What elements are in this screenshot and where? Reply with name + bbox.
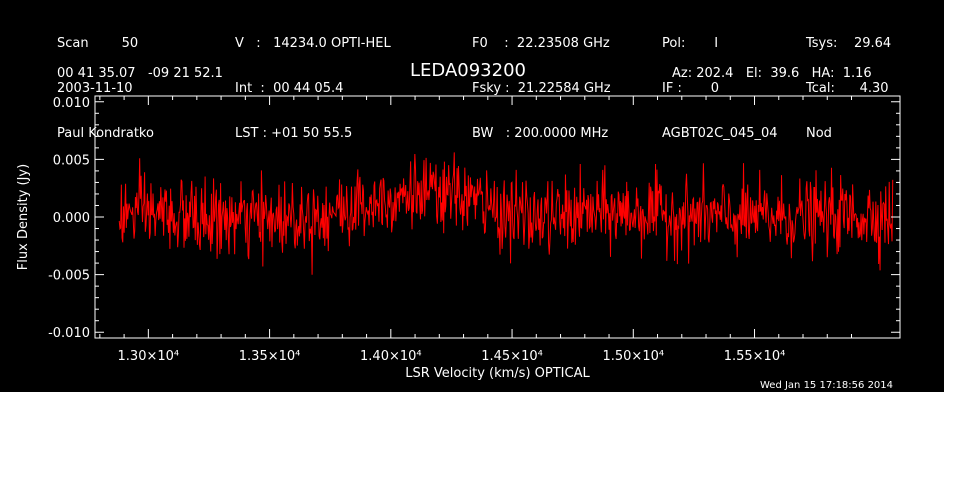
y-tick-label: 0.010 [53,96,90,111]
y-tick-label: -0.010 [48,326,90,341]
x-tick-label: 1.55×10⁴ [724,349,786,364]
header-col-tsys: Tsys: 29.64 Tcal: 4.30 Nod [806,6,891,171]
tick-layer: 1.30×10⁴ 1.35×10⁴ 1.40×10⁴ 1.45×10⁴ 1.50×10⁴… [48,96,900,364]
y-tick-label: -0.005 [48,269,90,284]
plot-panel: Scan 50 2003-11-10 Paul Kondratko V : 14… [0,0,944,392]
x-tick-label: 1.35×10⁴ [239,349,301,364]
x-tick-label: 1.30×10⁴ [118,349,180,364]
sky-frequency: Fsky : 21.22584 GHz [472,81,611,96]
y-tick-label: 0.005 [53,153,90,168]
velocity-value: V : 14234.0 OPTI-HEL [235,36,391,51]
polarization: Pol: I [662,36,719,51]
header-col-frequency: F0 : 22.23508 GHz Fsky : 21.22584 GHz BW… [472,6,611,171]
series-layer [118,152,894,275]
spectrum-line [118,152,894,275]
plot-timestamp: Wed Jan 15 17:18:56 2014 [760,380,894,391]
az-el-ha: Az: 202.4 El: 39.6 HA: 1.16 [672,66,872,81]
tcal-value: Tcal: 4.30 [806,81,889,96]
spectrum-chart: 1.30×10⁴ 1.35×10⁴ 1.40×10⁴ 1.45×10⁴ 1.50×10⁴… [16,95,901,381]
integration-time: Int : 00 44 05.4 [235,81,344,96]
source-name: LEDA093200 [410,60,526,81]
observer-name: Paul Kondratko [57,126,154,141]
lst-value: LST : +01 50 55.5 [235,126,353,141]
scan-number: Scan 50 [57,36,139,51]
if-number: IF : 0 [662,81,720,96]
switching-mode: Nod [806,126,832,141]
header-col-polarization: Pol: I IF : 0 AGBT02C_045_04 [662,6,778,171]
x-tick-label: 1.40×10⁴ [360,349,422,364]
x-axis-label: LSR Velocity (km/s) OPTICAL [405,366,590,381]
source-coordinates: 00 41 35.07 -09 21 52.1 [57,66,223,81]
header-col-scan: Scan 50 2003-11-10 Paul Kondratko [57,6,154,171]
y-axis-label: Flux Density (Jy) [16,164,31,270]
observation-date: 2003-11-10 [57,81,133,96]
x-tick-label: 1.50×10⁴ [602,349,664,364]
rest-frequency: F0 : 22.23508 GHz [472,36,610,51]
header-col-velocity: V : 14234.0 OPTI-HEL Int : 00 44 05.4 LS… [235,6,391,171]
tsys-value: Tsys: 29.64 [806,36,892,51]
x-tick-label: 1.45×10⁴ [481,349,543,364]
project-id: AGBT02C_045_04 [662,126,778,141]
bandwidth: BW : 200.0000 MHz [472,126,609,141]
y-tick-label: 0.000 [53,211,90,226]
